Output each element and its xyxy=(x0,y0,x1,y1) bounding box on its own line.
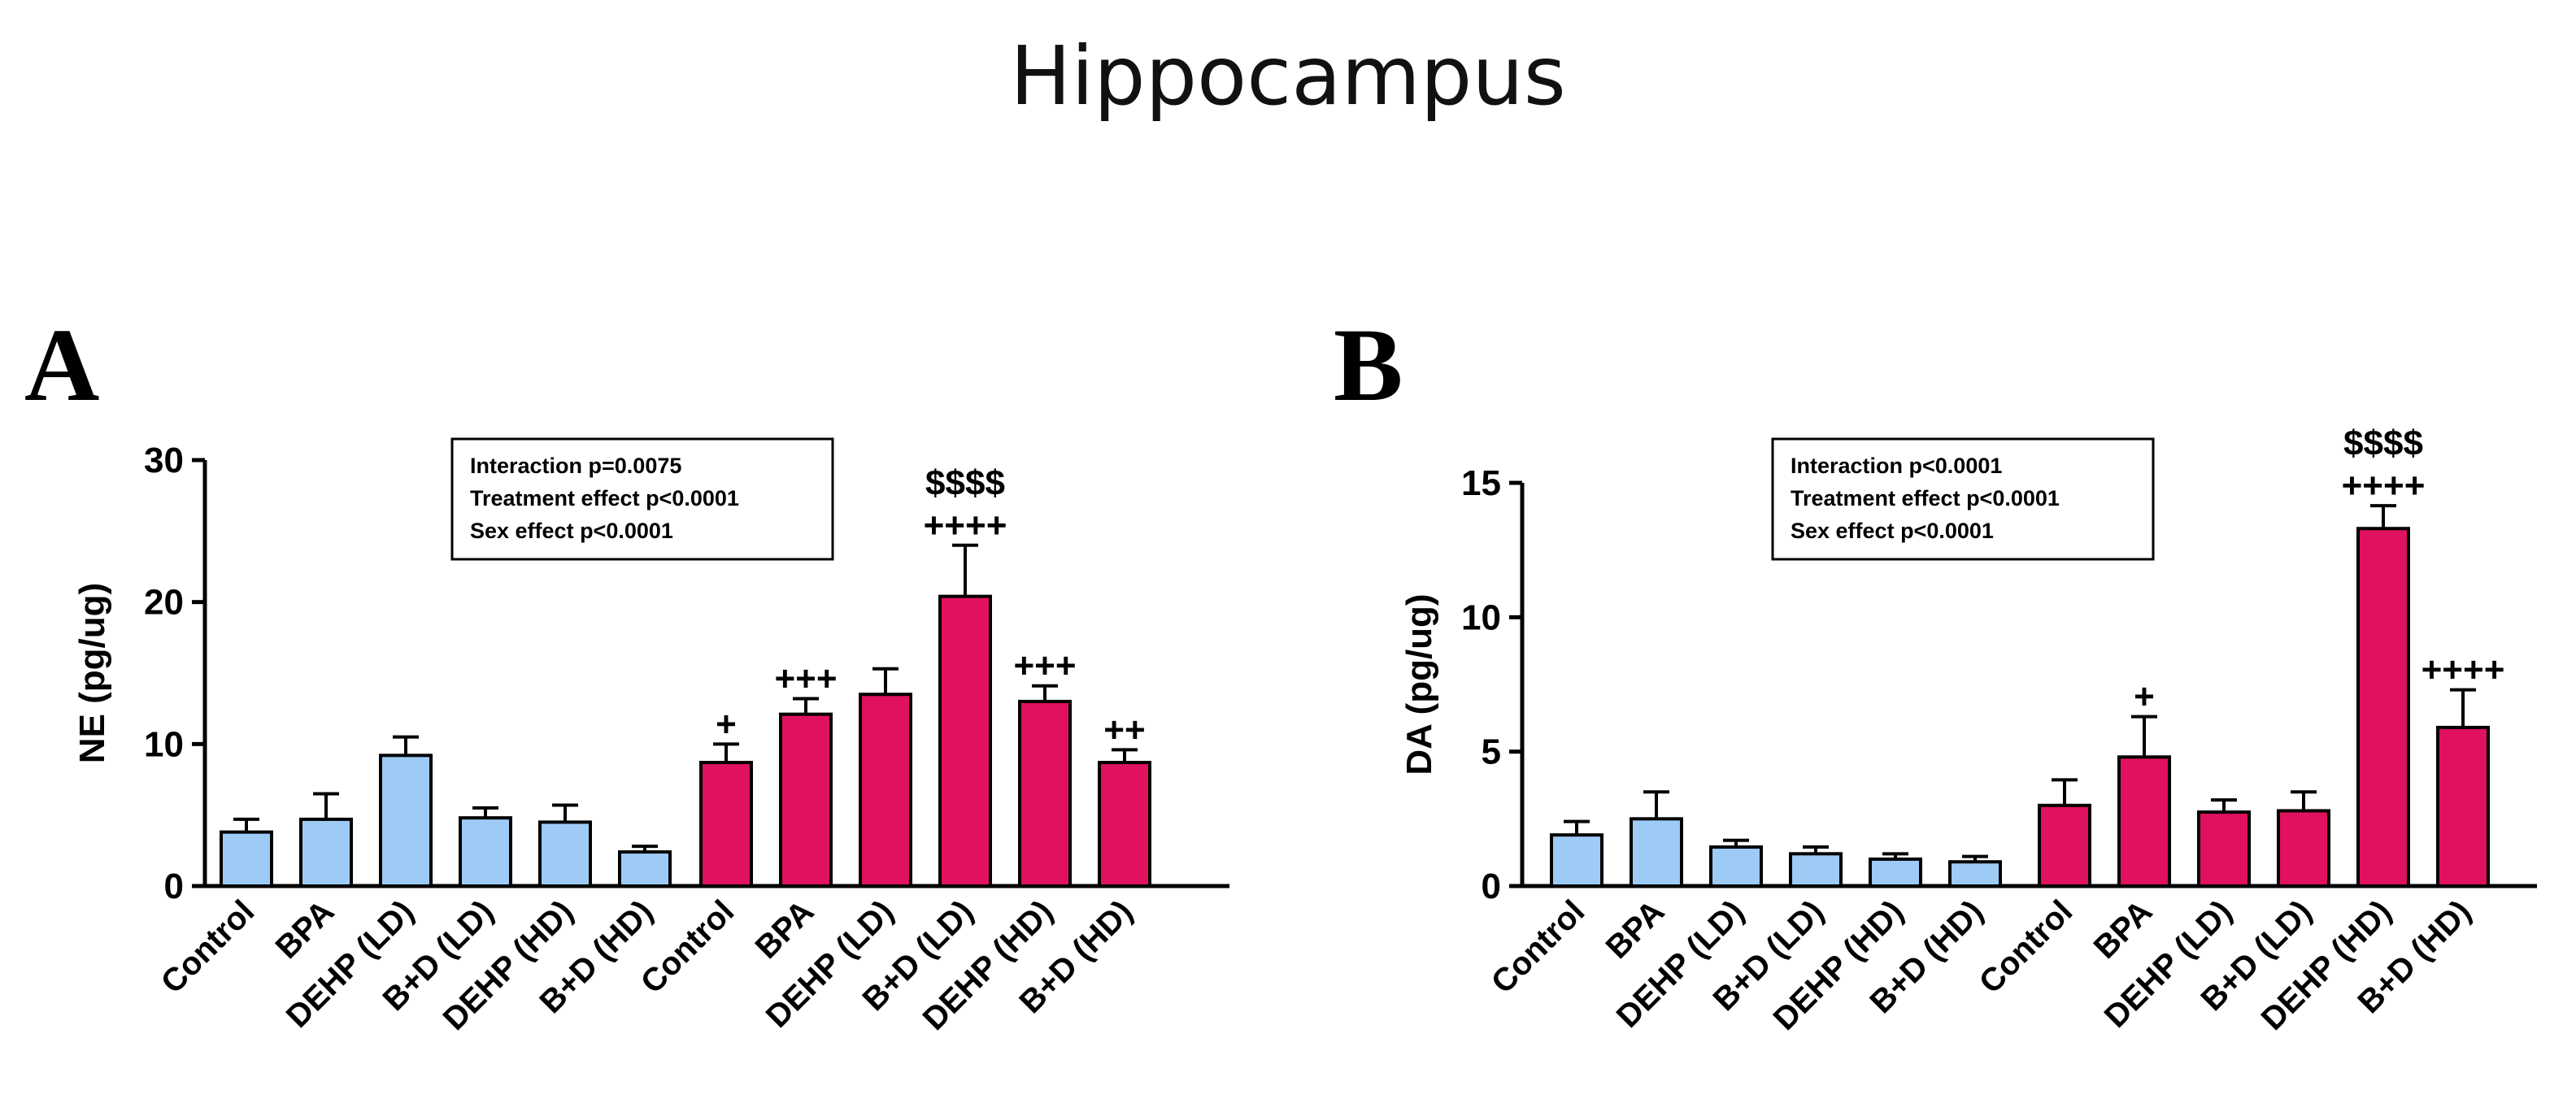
panel-letter: A xyxy=(24,307,99,423)
y-tick-label: 15 xyxy=(1461,463,1501,503)
bar xyxy=(2197,810,2251,888)
bar xyxy=(220,830,273,888)
bar xyxy=(1869,857,1922,888)
bar xyxy=(1630,817,1683,888)
significance-label: ++++ xyxy=(924,506,1007,545)
stats-box-line: Interaction p=0.0075 xyxy=(470,454,681,478)
bar xyxy=(2038,803,2091,888)
bar xyxy=(1948,860,2002,888)
stats-box-line: Sex effect p<0.0001 xyxy=(1791,519,1994,543)
x-tick-label: BPA xyxy=(269,893,342,966)
x-tick-label: Control xyxy=(1973,893,2080,1001)
y-tick-label: 30 xyxy=(144,441,184,480)
y-tick-label: 5 xyxy=(1482,732,1501,772)
bar xyxy=(779,712,833,888)
bar xyxy=(699,761,753,888)
bar xyxy=(938,594,992,888)
stats-box-line: Treatment effect p<0.0001 xyxy=(1791,486,2060,510)
y-axis-title: NE (pg/ug) xyxy=(72,583,112,763)
bar xyxy=(1709,845,1763,888)
stats-box-line: Interaction p<0.0001 xyxy=(1791,454,2002,478)
bar xyxy=(1018,699,1072,888)
stats-box xyxy=(1771,437,2155,561)
figure-title: Hippocampus xyxy=(1010,28,1566,124)
x-tick-label: Control xyxy=(1485,893,1592,1001)
x-tick-label: BPA xyxy=(1599,893,1672,966)
stats-box xyxy=(450,437,834,561)
panel-letter: B xyxy=(1334,307,1403,423)
y-tick-label: 0 xyxy=(1482,867,1501,906)
x-tick-label: BPA xyxy=(2087,893,2160,966)
significance-label-top: $$$$ xyxy=(925,463,1005,503)
x-tick-label: Control xyxy=(154,893,262,1001)
bar xyxy=(2277,809,2330,888)
bar xyxy=(2117,755,2171,888)
bar xyxy=(1098,761,1151,888)
bar xyxy=(459,816,512,888)
significance-label: ++++ xyxy=(2342,466,2426,506)
significance-label: ++++ xyxy=(2422,650,2505,690)
y-tick-label: 10 xyxy=(144,724,184,764)
y-tick-label: 10 xyxy=(1461,597,1501,637)
bar xyxy=(1789,852,1843,888)
significance-label: + xyxy=(716,704,737,744)
bar xyxy=(859,693,912,888)
bar xyxy=(2436,725,2490,888)
y-tick-label: 0 xyxy=(164,867,184,906)
significance-label: + xyxy=(2134,677,2155,717)
bar xyxy=(379,754,433,888)
bar xyxy=(2356,527,2410,888)
bar xyxy=(1550,833,1603,888)
significance-label: +++ xyxy=(1013,646,1076,686)
significance-label: ++ xyxy=(1103,710,1145,749)
y-tick-label: 20 xyxy=(144,583,184,623)
bar xyxy=(299,817,353,888)
stats-box-line: Treatment effect p<0.0001 xyxy=(470,486,739,510)
significance-label: +++ xyxy=(774,658,837,698)
bar xyxy=(538,820,592,888)
stats-box-line: Sex effect p<0.0001 xyxy=(470,519,673,543)
significance-label-top: $$$$ xyxy=(2343,424,2423,463)
x-tick-label: BPA xyxy=(749,893,821,966)
y-axis-title: DA (pg/ug) xyxy=(1399,593,1439,775)
bar xyxy=(618,850,672,888)
